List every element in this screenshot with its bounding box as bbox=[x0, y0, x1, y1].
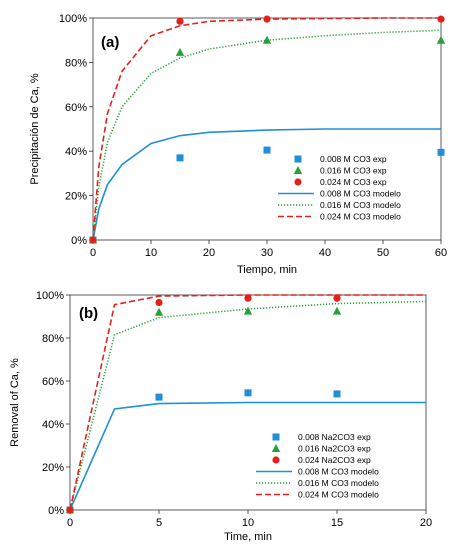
legend-entry-label: 0.008 M CO3 modelo bbox=[320, 189, 401, 199]
legend-entry-label: 0.024 M CO3 modelo bbox=[320, 212, 401, 222]
x-tick-label: 5 bbox=[156, 517, 162, 529]
y-tick-label: 100% bbox=[59, 13, 87, 25]
series-line-1 bbox=[92, 128, 441, 241]
y-tick-label: 40% bbox=[42, 419, 64, 431]
y-axis-label: Removal of Ca, % bbox=[9, 358, 21, 447]
legend-entry-label: 0.016 M CO3 modelo bbox=[298, 478, 379, 488]
x-tick-label: 50 bbox=[377, 247, 389, 259]
data-point-triangle bbox=[154, 307, 164, 316]
data-point-square bbox=[176, 154, 184, 162]
x-tick-label: 10 bbox=[145, 247, 157, 259]
data-point-square bbox=[244, 389, 252, 397]
y-tick-label: 80% bbox=[42, 333, 64, 345]
chart-panel-a: 0% 20% 40% 60% 80% 100% 0 10 20 30 40 50 60 Tiempo, m… bbox=[29, 13, 447, 276]
y-tick-label: 0% bbox=[71, 235, 87, 247]
legend-entry-label: 0.024 Na2CO3 exp bbox=[298, 455, 371, 465]
data-point-triangle bbox=[175, 47, 185, 56]
x-tick-label: 60 bbox=[435, 247, 447, 259]
y-tick-label: 0% bbox=[48, 505, 64, 517]
chart-panel-b: 0% 20% 40% 60% 80% 100% 0 5 10 15 20 Time, min Remov… bbox=[9, 290, 432, 543]
y-tick-label: 60% bbox=[65, 102, 87, 114]
x-tick-label: 10 bbox=[242, 517, 254, 529]
y-tick-label: 20% bbox=[65, 191, 87, 203]
y-tick-label: 20% bbox=[42, 462, 64, 474]
panel-label: (b) bbox=[79, 305, 98, 322]
x-axis-label: Time, min bbox=[224, 531, 272, 543]
y-tick-label: 100% bbox=[36, 290, 64, 302]
data-point-circle bbox=[437, 15, 445, 23]
data-point-circle bbox=[89, 236, 97, 244]
legend-swatch-triangle bbox=[293, 166, 303, 174]
x-tick-label: 40 bbox=[319, 247, 331, 259]
y-tick-label: 80% bbox=[65, 57, 87, 69]
x-tick-label: 30 bbox=[261, 247, 273, 259]
data-point-square bbox=[155, 393, 163, 401]
x-tick-label: 0 bbox=[90, 247, 96, 259]
data-point-triangle bbox=[332, 306, 342, 315]
legend-entry-label: 0.008 Na2CO3 exp bbox=[298, 432, 371, 442]
legend-swatch-triangle bbox=[271, 444, 281, 452]
legend-entry-label: 0.008 M CO3 modelo bbox=[298, 467, 379, 477]
data-point-triangle bbox=[262, 35, 272, 44]
series-line-1 bbox=[69, 401, 426, 511]
legend-swatch-circle bbox=[272, 456, 280, 464]
x-tick-label: 0 bbox=[67, 517, 73, 529]
legend-entry-label: 0.016 Na2CO3 exp bbox=[298, 444, 371, 454]
legend-swatch-square bbox=[294, 155, 302, 163]
series-line-2 bbox=[69, 300, 427, 511]
legend-entry-label: 0.024 M CO3 modelo bbox=[298, 490, 379, 500]
data-point-circle bbox=[333, 294, 341, 302]
data-point-circle bbox=[263, 15, 271, 23]
legend-entry-label: 0.016 M CO3 exp bbox=[320, 166, 387, 176]
data-point-circle bbox=[176, 17, 184, 25]
x-tick-label: 15 bbox=[331, 517, 343, 529]
series-line-3 bbox=[69, 294, 426, 511]
data-point-triangle bbox=[436, 35, 446, 44]
panel-label: (a) bbox=[101, 34, 119, 51]
legend-swatch-square bbox=[272, 433, 280, 441]
data-point-triangle bbox=[243, 306, 253, 315]
legend-entry-label: 0.016 M CO3 modelo bbox=[320, 200, 401, 210]
data-point-circle bbox=[244, 294, 252, 302]
data-point-circle bbox=[155, 298, 163, 307]
legend-entry-label: 0.024 M CO3 exp bbox=[320, 177, 387, 187]
series-line-3 bbox=[92, 17, 441, 241]
data-point-square bbox=[437, 148, 445, 156]
x-tick-label: 20 bbox=[203, 247, 215, 259]
legend-entry-label: 0.008 M CO3 exp bbox=[320, 154, 387, 164]
y-axis-label: Precipitación de Ca, % bbox=[29, 73, 41, 184]
x-axis-label: Tiempo, min bbox=[237, 264, 297, 276]
y-tick-label: 60% bbox=[42, 376, 64, 388]
data-point-square bbox=[263, 146, 271, 154]
x-tick-label: 20 bbox=[420, 517, 432, 529]
data-point-circle bbox=[66, 506, 74, 514]
y-tick-label: 40% bbox=[65, 146, 87, 158]
data-point-square bbox=[333, 390, 341, 398]
legend-swatch-circle bbox=[294, 178, 302, 186]
